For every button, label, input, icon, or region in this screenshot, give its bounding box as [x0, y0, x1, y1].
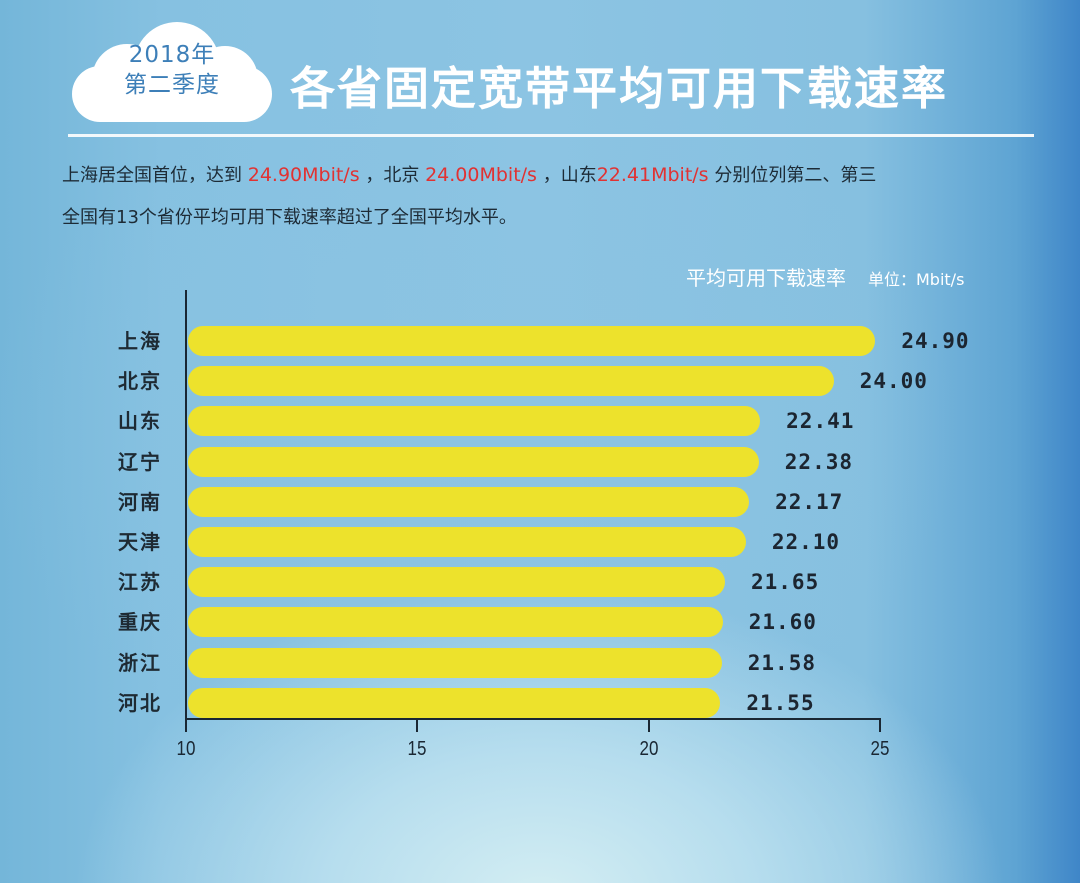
bar	[188, 567, 725, 598]
bar	[188, 486, 750, 517]
summary-text: 分别位列第二、第三	[708, 165, 877, 186]
highlight-beijing: 24.00Mbit/s	[425, 164, 537, 186]
value-label: 22.38	[784, 449, 853, 474]
bar	[188, 607, 723, 638]
value-label: 22.41	[786, 409, 855, 434]
value-label: 21.55	[746, 690, 815, 715]
category-label: 山东	[118, 409, 162, 434]
bar	[188, 406, 761, 437]
summary-text: ，山东	[536, 165, 597, 186]
x-tick-label: 15	[407, 738, 427, 760]
page-title: 各省固定宽带平均可用下载速率	[290, 62, 949, 115]
summary-line-2: 全国有13个省份平均可用下载速率超过了全国平均水平。	[62, 207, 517, 228]
title-divider	[68, 134, 1034, 137]
value-label: 22.17	[775, 489, 844, 514]
bar	[188, 326, 876, 356]
period-badge-cloud: 2018年 第二季度	[72, 22, 272, 122]
x-tick-label: 25	[870, 738, 890, 760]
badge-year: 2018年	[128, 42, 216, 68]
x-tick	[416, 718, 419, 732]
x-axis	[185, 718, 881, 720]
category-label: 辽宁	[118, 449, 162, 474]
value-label: 21.65	[751, 570, 820, 595]
bar	[188, 446, 759, 477]
value-label: 21.60	[748, 610, 817, 635]
x-tick	[185, 718, 187, 732]
highlight-shandong: 22.41Mbit/s	[596, 164, 709, 186]
bar	[188, 366, 834, 397]
category-label: 浙江	[118, 650, 162, 675]
bar	[188, 687, 721, 718]
value-label: 24.90	[901, 329, 970, 353]
x-tick-label: 20	[639, 738, 659, 760]
badge-quarter: 第二季度	[124, 72, 220, 98]
y-axis	[185, 290, 187, 718]
x-tick-label: 10	[176, 738, 196, 760]
unit-label: 单位：Mbit/s	[868, 270, 965, 289]
bar	[188, 527, 746, 557]
chart-title: 平均可用下载速率 单位：Mbit/s	[686, 262, 964, 291]
category-label: 河北	[118, 690, 162, 715]
x-tick	[647, 718, 650, 732]
category-label: 北京	[118, 369, 162, 394]
x-tick	[879, 718, 881, 732]
summary-text: 上海居全国首位，达到	[62, 165, 248, 186]
chart-title-text: 平均可用下载速率	[686, 266, 846, 290]
value-label: 22.10	[771, 530, 841, 554]
summary-line-1: 上海居全国首位，达到 24.90Mbit/s ，北京 24.00Mbit/s ，…	[62, 161, 876, 187]
value-label: 24.00	[859, 369, 928, 394]
category-label: 江苏	[118, 570, 162, 595]
bar	[188, 647, 722, 678]
value-label: 21.58	[747, 650, 816, 675]
category-label: 天津	[118, 530, 162, 554]
category-label: 上海	[118, 329, 162, 353]
category-label: 河南	[118, 489, 162, 514]
highlight-shanghai: 24.90Mbit/s	[247, 164, 360, 186]
summary-text: ，北京	[359, 165, 426, 186]
category-label: 重庆	[118, 610, 162, 635]
